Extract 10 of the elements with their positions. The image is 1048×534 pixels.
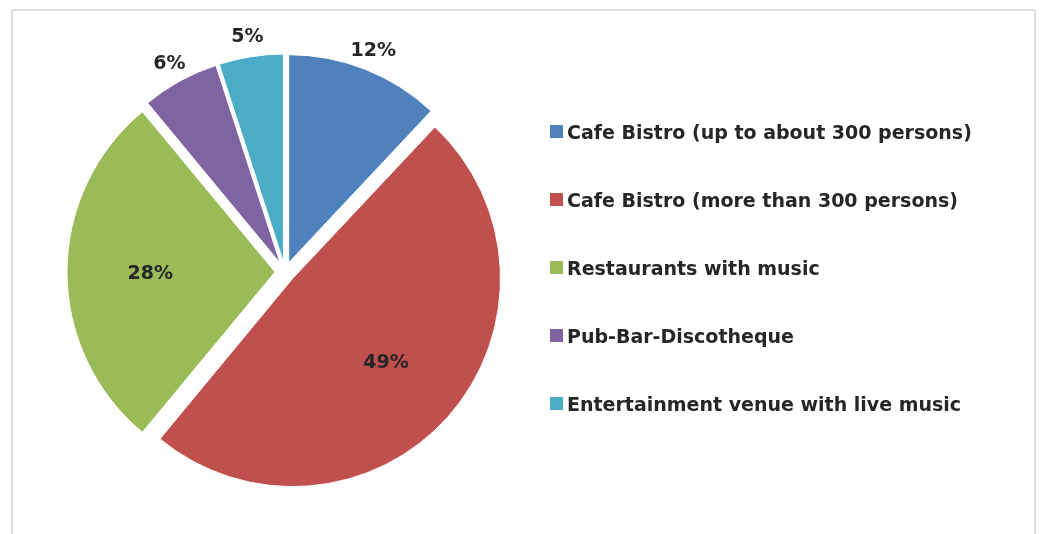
data-label: 6% — [153, 50, 186, 73]
data-label: 28% — [127, 261, 173, 283]
legend-label: Cafe Bistro (more than 300 persons) — [567, 189, 958, 211]
data-label: 12% — [350, 37, 397, 60]
legend-label: Pub-Bar-Discotheque — [567, 325, 794, 347]
legend-label: Entertainment venue with live music — [567, 393, 962, 415]
data-label: 5% — [231, 23, 264, 46]
data-label: 49% — [363, 350, 409, 373]
legend-label: Restaurants with music — [567, 257, 820, 279]
legend-label: Cafe Bistro (up to about 300 persons) — [567, 121, 972, 143]
